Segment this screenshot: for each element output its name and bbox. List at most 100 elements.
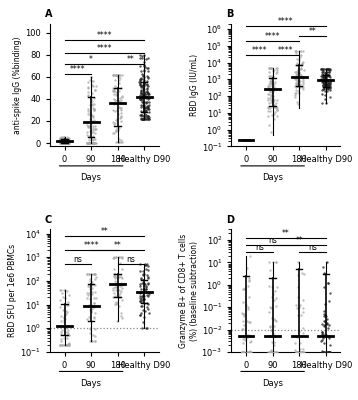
Point bbox=[111, 87, 116, 93]
Point bbox=[118, 118, 124, 124]
Point bbox=[63, 324, 69, 331]
Point bbox=[113, 126, 119, 133]
Point bbox=[245, 136, 251, 143]
Point bbox=[320, 77, 325, 83]
Point bbox=[321, 318, 327, 324]
Point bbox=[145, 75, 150, 82]
Point bbox=[271, 111, 277, 117]
Point bbox=[64, 136, 70, 142]
Point bbox=[116, 98, 122, 105]
Point bbox=[246, 275, 252, 282]
Point bbox=[295, 69, 301, 75]
Point bbox=[246, 332, 252, 338]
Point bbox=[275, 104, 280, 111]
Point bbox=[321, 311, 327, 318]
Point bbox=[265, 91, 271, 97]
Point bbox=[320, 69, 325, 75]
Point bbox=[91, 136, 97, 142]
Point bbox=[300, 75, 306, 81]
Point bbox=[61, 335, 67, 342]
Point bbox=[63, 308, 68, 314]
Point bbox=[321, 85, 327, 92]
Point bbox=[117, 72, 123, 78]
Point bbox=[143, 112, 149, 119]
Point bbox=[320, 68, 326, 74]
Point bbox=[116, 98, 121, 104]
Point bbox=[300, 330, 306, 337]
Point bbox=[117, 280, 122, 287]
Point bbox=[140, 98, 146, 105]
Point bbox=[111, 254, 117, 261]
Text: Days: Days bbox=[262, 173, 283, 182]
Point bbox=[268, 76, 274, 82]
Point bbox=[242, 136, 247, 143]
Point bbox=[111, 72, 117, 78]
Point bbox=[143, 262, 149, 268]
Point bbox=[90, 114, 96, 121]
Point bbox=[90, 140, 95, 146]
Point bbox=[240, 136, 246, 143]
Point bbox=[90, 83, 96, 89]
Text: C: C bbox=[44, 214, 52, 224]
Point bbox=[93, 140, 98, 146]
Point bbox=[142, 104, 148, 111]
Point bbox=[92, 126, 98, 133]
Point bbox=[64, 138, 70, 144]
Point bbox=[294, 73, 299, 79]
Point bbox=[92, 87, 97, 93]
Point bbox=[145, 103, 151, 110]
Point bbox=[64, 288, 70, 294]
Point bbox=[239, 136, 245, 143]
Point bbox=[321, 76, 327, 82]
Point bbox=[270, 96, 276, 102]
Point bbox=[137, 312, 143, 319]
Point bbox=[111, 91, 117, 97]
Point bbox=[88, 74, 94, 80]
Point bbox=[242, 136, 247, 143]
Point bbox=[271, 333, 276, 340]
Point bbox=[247, 339, 253, 345]
Point bbox=[295, 312, 301, 318]
Point bbox=[63, 323, 69, 329]
Point bbox=[112, 254, 117, 260]
Point bbox=[85, 123, 91, 130]
Point bbox=[63, 138, 69, 144]
Point bbox=[141, 104, 147, 111]
Point bbox=[325, 349, 331, 355]
Point bbox=[117, 282, 122, 289]
Point bbox=[119, 314, 125, 321]
Point bbox=[323, 69, 329, 75]
Point bbox=[141, 66, 147, 73]
Point bbox=[243, 136, 249, 143]
Point bbox=[137, 52, 142, 58]
Point bbox=[240, 349, 246, 355]
Point bbox=[93, 126, 98, 132]
Point bbox=[293, 349, 299, 355]
Point bbox=[86, 137, 92, 144]
Point bbox=[62, 342, 68, 348]
Point bbox=[86, 93, 91, 99]
Point bbox=[93, 140, 98, 146]
Point bbox=[325, 349, 331, 355]
Point bbox=[318, 76, 324, 82]
Point bbox=[270, 64, 275, 71]
Point bbox=[271, 349, 276, 355]
Point bbox=[113, 72, 118, 78]
Point bbox=[140, 271, 146, 278]
Point bbox=[91, 304, 97, 310]
Point bbox=[325, 78, 331, 84]
Point bbox=[139, 88, 144, 95]
Point bbox=[89, 303, 95, 309]
Point bbox=[119, 255, 125, 262]
Point bbox=[293, 89, 299, 96]
Point bbox=[93, 274, 98, 280]
Point bbox=[321, 66, 326, 72]
Point bbox=[328, 80, 333, 87]
Point bbox=[141, 113, 147, 120]
Point bbox=[293, 48, 299, 54]
Point bbox=[297, 74, 303, 80]
Point bbox=[66, 340, 72, 346]
Point bbox=[266, 100, 272, 106]
Text: ns: ns bbox=[126, 256, 135, 264]
Point bbox=[142, 99, 147, 106]
